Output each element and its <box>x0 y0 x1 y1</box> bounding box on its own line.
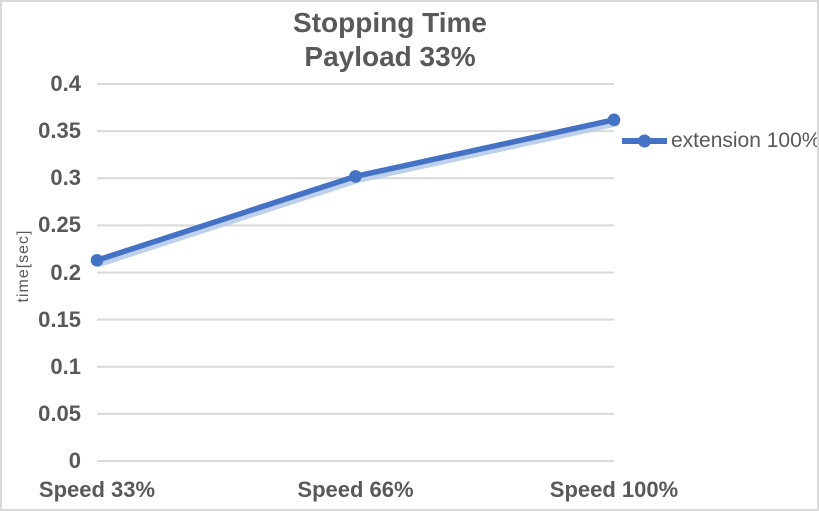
y-axis-tick-label: 0.4 <box>50 71 81 96</box>
x-axis-tick-label: Speed 100% <box>549 477 679 502</box>
y-axis-tick-label: 0.25 <box>38 212 81 238</box>
chart-title-line1: Stopping Time <box>293 7 487 38</box>
chart-title: Stopping Time Payload 33% <box>293 6 487 74</box>
y-axis-tick-label: 0 <box>68 448 81 473</box>
x-axis-tick-label: Speed 33% <box>38 477 156 502</box>
y-axis-tick-label: 0.2 <box>50 259 81 285</box>
data-point-marker <box>349 170 362 183</box>
legend: extension 100% <box>621 127 819 155</box>
series-line-glow <box>95 120 620 267</box>
chart-title-line2: Payload 33% <box>304 41 476 72</box>
x-axis-tick-label: Speed 66% <box>297 477 414 502</box>
y-axis-tick-label: 0.1 <box>50 353 81 379</box>
y-axis-tick-label: 0.05 <box>38 400 81 426</box>
y-axis-tick-label: 0.15 <box>38 306 81 332</box>
legend-line-marker-icon <box>622 134 667 148</box>
data-point-marker <box>607 113 621 127</box>
y-axis-tick-label: 0.35 <box>38 118 81 144</box>
y-axis-tick-label: 0.3 <box>50 165 81 191</box>
legend-label: extension 100% <box>671 129 819 152</box>
data-point-marker <box>90 253 104 267</box>
